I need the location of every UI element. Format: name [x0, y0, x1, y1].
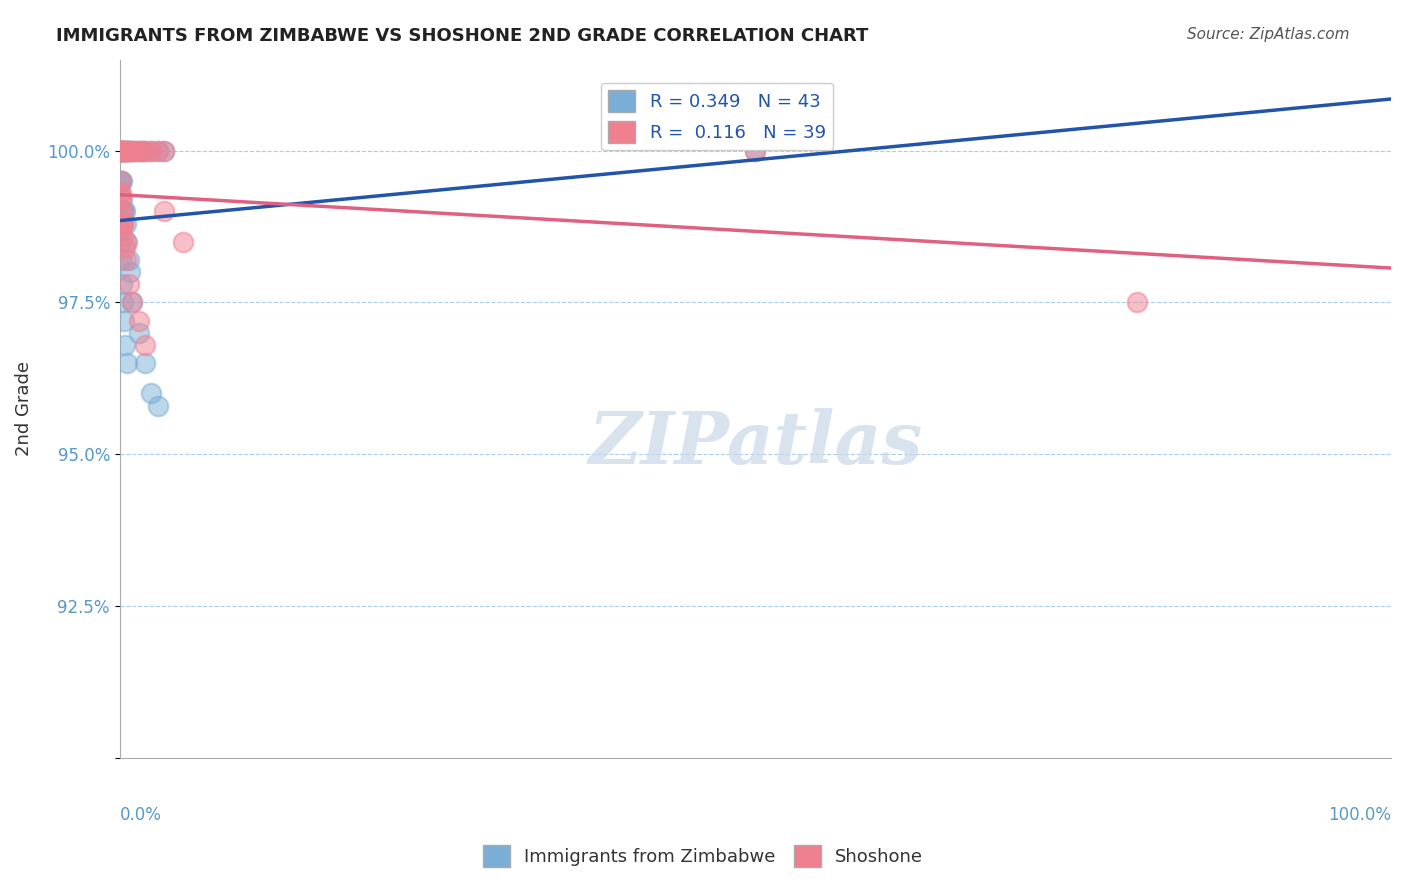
Point	[146, 144, 169, 158]
Point	[112, 144, 135, 158]
Point	[110, 174, 132, 188]
Point	[110, 186, 132, 201]
Point	[111, 277, 134, 292]
Point	[118, 144, 141, 158]
Point	[117, 144, 139, 158]
Point	[110, 144, 132, 158]
Point	[112, 204, 135, 219]
Point	[153, 144, 176, 158]
Point	[744, 144, 766, 158]
Point	[110, 186, 132, 201]
Point	[110, 222, 132, 236]
Point	[128, 144, 150, 158]
Point	[115, 144, 138, 158]
Point	[115, 356, 138, 370]
Point	[118, 144, 141, 158]
Point	[134, 338, 156, 352]
Point	[110, 204, 132, 219]
Point	[128, 144, 150, 158]
Point	[110, 174, 132, 188]
Point	[124, 144, 146, 158]
Point	[115, 252, 138, 267]
Point	[112, 228, 135, 243]
Point	[110, 144, 132, 158]
Point	[124, 144, 146, 158]
Point	[131, 144, 153, 158]
Point	[121, 144, 143, 158]
Point	[121, 295, 143, 310]
Point	[1125, 295, 1147, 310]
Point	[141, 144, 163, 158]
Point	[111, 295, 134, 310]
Point	[111, 192, 134, 206]
Point	[112, 217, 135, 231]
Point	[110, 252, 132, 267]
Point	[114, 204, 136, 219]
Text: 100.0%: 100.0%	[1329, 806, 1391, 824]
Point	[131, 144, 153, 158]
Point	[117, 252, 139, 267]
Point	[146, 399, 169, 413]
Point	[128, 326, 150, 340]
Point	[110, 174, 132, 188]
Point	[112, 313, 135, 327]
Text: Source: ZipAtlas.com: Source: ZipAtlas.com	[1187, 27, 1350, 42]
Point	[110, 192, 132, 206]
Point	[153, 144, 176, 158]
Point	[744, 144, 766, 158]
Point	[141, 386, 163, 401]
Point	[111, 217, 134, 231]
Point	[115, 144, 138, 158]
Point	[110, 144, 132, 158]
Y-axis label: 2nd Grade: 2nd Grade	[15, 361, 32, 456]
Point	[111, 144, 134, 158]
Text: 0.0%: 0.0%	[120, 806, 162, 824]
Point	[117, 144, 139, 158]
Point	[141, 144, 163, 158]
Point	[114, 144, 136, 158]
Point	[111, 217, 134, 231]
Point	[153, 204, 176, 219]
Point	[114, 338, 136, 352]
Point	[110, 144, 132, 158]
Point	[112, 144, 135, 158]
Point	[110, 144, 132, 158]
Point	[134, 144, 156, 158]
Text: IMMIGRANTS FROM ZIMBABWE VS SHOSHONE 2ND GRADE CORRELATION CHART: IMMIGRANTS FROM ZIMBABWE VS SHOSHONE 2ND…	[56, 27, 869, 45]
Point	[115, 235, 138, 249]
Point	[115, 235, 138, 249]
Point	[112, 204, 135, 219]
Point	[146, 144, 169, 158]
Point	[128, 313, 150, 327]
Point	[110, 144, 132, 158]
Point	[115, 144, 138, 158]
Point	[110, 174, 132, 188]
Legend: R = 0.349   N = 43, R =  0.116   N = 39: R = 0.349 N = 43, R = 0.116 N = 39	[602, 83, 834, 150]
Point	[110, 235, 132, 249]
Point	[134, 144, 156, 158]
Point	[114, 144, 136, 158]
Point	[111, 204, 134, 219]
Point	[115, 144, 138, 158]
Point	[121, 144, 143, 158]
Legend: Immigrants from Zimbabwe, Shoshone: Immigrants from Zimbabwe, Shoshone	[475, 838, 931, 874]
Point	[118, 265, 141, 279]
Point	[134, 356, 156, 370]
Point	[117, 277, 139, 292]
Point	[172, 235, 194, 249]
Point	[115, 217, 138, 231]
Text: ZIPatlas: ZIPatlas	[588, 408, 922, 479]
Point	[111, 144, 134, 158]
Point	[121, 295, 143, 310]
Point	[114, 241, 136, 255]
